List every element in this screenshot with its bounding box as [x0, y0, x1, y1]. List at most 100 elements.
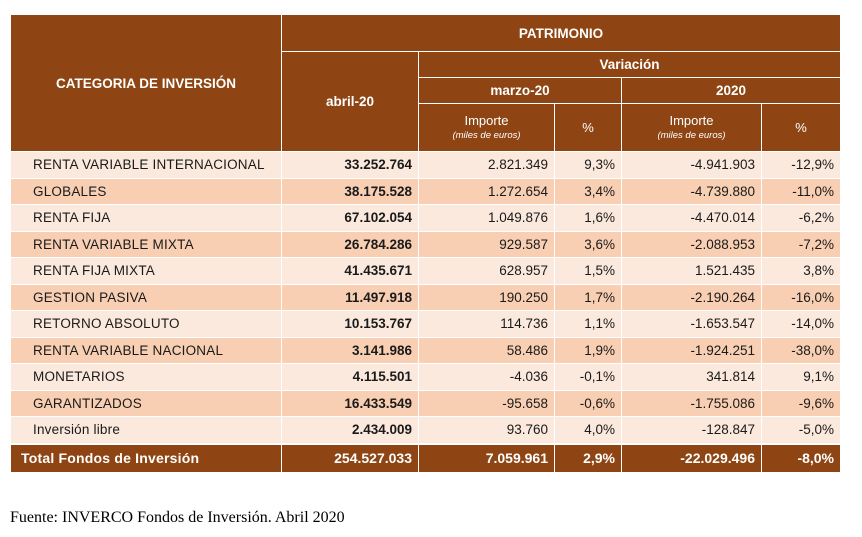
table-row: RENTA FIJA 67.102.054 1.049.876 1,6% -4.470.… — [10, 204, 842, 232]
row-abril: 3.141.986 — [281, 337, 419, 364]
table-row: RENTA VARIABLE NACIONAL 3.141.986 58.486 1,… — [10, 337, 842, 364]
header-importe-label: Importe — [464, 113, 509, 128]
header-period-marzo: marzo-20 — [418, 77, 622, 104]
row-marzo-importe: -95.658 — [418, 390, 555, 417]
total-marzo-pct: 2,9% — [554, 442, 622, 472]
table-row: RENTA VARIABLE MIXTA 26.784.286 929.587 3,6… — [10, 231, 842, 258]
total-2020-pct: -8,0% — [760, 442, 842, 472]
row-marzo-importe: 1.272.654 — [418, 178, 555, 205]
row-marzo-importe: 1.049.876 — [418, 204, 555, 232]
header-month: abril-20 — [281, 51, 419, 152]
row-abril: 41.435.671 — [281, 257, 419, 285]
row-2020-importe: 1.521.435 — [621, 257, 762, 285]
row-marzo-importe: 2.821.349 — [418, 151, 555, 179]
row-abril: 2.434.009 — [281, 416, 419, 444]
table-row: GESTION PASIVA 11.497.918 190.250 1,7% -2.19… — [10, 284, 842, 311]
table-header: CATEGORIA DE INVERSIÓN PATRIMONIO abril-… — [10, 14, 842, 152]
header-variacion: Variación — [417, 51, 842, 78]
row-abril: 26.784.286 — [281, 231, 419, 258]
row-marzo-importe: 628.957 — [418, 257, 555, 285]
row-abril: 11.497.918 — [281, 284, 419, 311]
row-2020-pct: -38,0% — [760, 337, 842, 364]
row-2020-pct: -6,2% — [760, 204, 842, 232]
table-row: RENTA VARIABLE INTERNACIONAL 33.252.764 2.… — [10, 151, 842, 179]
header-importe-label: Importe — [669, 113, 714, 128]
row-category: GLOBALES — [10, 178, 282, 205]
row-marzo-importe: 93.760 — [418, 416, 555, 444]
table-row: GLOBALES 38.175.528 1.272.654 3,4% -4.739.88… — [10, 178, 842, 205]
row-marzo-pct: 1,1% — [554, 310, 622, 338]
row-category: GARANTIZADOS — [10, 390, 282, 417]
row-2020-pct: 9,1% — [760, 363, 842, 391]
header-period-2020: 2020 — [620, 77, 842, 104]
total-abril: 254.527.033 — [281, 442, 419, 472]
investment-funds-table-container: CATEGORIA DE INVERSIÓN PATRIMONIO abril-… — [10, 14, 842, 472]
row-2020-pct: -16,0% — [760, 284, 842, 311]
row-abril: 67.102.054 — [281, 204, 419, 232]
row-2020-pct: -9,6% — [760, 390, 842, 417]
row-marzo-pct: 1,9% — [554, 337, 622, 364]
row-marzo-importe: 114.736 — [418, 310, 555, 338]
row-abril: 38.175.528 — [281, 178, 419, 205]
row-category: RENTA FIJA — [10, 204, 282, 232]
row-marzo-pct: -0,1% — [554, 363, 622, 391]
row-category: RENTA VARIABLE NACIONAL — [10, 337, 282, 364]
row-2020-pct: -7,2% — [760, 231, 842, 258]
row-marzo-pct: 4,0% — [554, 416, 622, 444]
row-marzo-pct: 1,5% — [554, 257, 622, 285]
row-2020-importe: -1.924.251 — [621, 337, 762, 364]
table-body: RENTA VARIABLE INTERNACIONAL 33.252.764 2.… — [10, 151, 842, 444]
table-row: MONETARIOS 4.115.501 -4.036 -0,1% 341.814 9,1… — [10, 363, 842, 391]
total-2020-importe: -22.029.496 — [621, 442, 762, 472]
row-abril: 33.252.764 — [281, 151, 419, 179]
row-2020-importe: -1.653.547 — [621, 310, 762, 338]
row-2020-importe: -2.088.953 — [621, 231, 762, 258]
row-marzo-importe: -4.036 — [418, 363, 555, 391]
source-caption: Fuente: INVERCO Fondos de Inversión. Abr… — [10, 509, 345, 526]
row-marzo-importe: 190.250 — [418, 284, 555, 311]
row-marzo-importe: 58.486 — [418, 337, 555, 364]
header-importe-unit: (miles de euros) — [657, 130, 726, 141]
row-abril: 10.153.767 — [281, 310, 419, 338]
row-2020-importe: -1.755.086 — [621, 390, 762, 417]
header-2020-importe: Importe (miles de euros) — [621, 103, 762, 152]
total-marzo-importe: 7.059.961 — [418, 442, 555, 472]
row-2020-importe: 341.814 — [621, 363, 762, 391]
row-category: RENTA FIJA MIXTA — [10, 257, 282, 285]
header-marzo-pct: % — [554, 103, 622, 152]
row-marzo-pct: 3,4% — [554, 178, 622, 205]
table-row: RENTA FIJA MIXTA 41.435.671 628.957 1,5% 1.5… — [10, 257, 842, 285]
table-row: Inversión libre 2.434.009 93.760 4,0% -128.8… — [10, 416, 842, 444]
row-category: RETORNO ABSOLUTO — [10, 310, 282, 338]
row-2020-pct: -12,9% — [760, 151, 842, 179]
row-2020-importe: -128.847 — [621, 416, 762, 444]
row-2020-importe: -4.941.903 — [621, 151, 762, 179]
row-2020-importe: -2.190.264 — [621, 284, 762, 311]
total-category: Total Fondos de Inversión — [10, 442, 282, 472]
row-abril: 16.433.549 — [281, 390, 419, 417]
header-patrimonio: PATRIMONIO — [280, 14, 842, 52]
total-row: Total Fondos de Inversión 254.527.033 7.… — [10, 442, 842, 472]
row-2020-pct: -14,0% — [760, 310, 842, 338]
table-row: GARANTIZADOS 16.433.549 -95.658 -0,6% -1.755… — [10, 390, 842, 417]
row-marzo-importe: 929.587 — [418, 231, 555, 258]
row-category: GESTION PASIVA — [10, 284, 282, 311]
row-marzo-pct: 1,6% — [554, 204, 622, 232]
row-marzo-pct: 9,3% — [554, 151, 622, 179]
row-2020-importe: -4.470.014 — [621, 204, 762, 232]
row-2020-pct: -11,0% — [760, 178, 842, 205]
table-row: RETORNO ABSOLUTO 10.153.767 114.736 1,1% -1.… — [10, 310, 842, 338]
row-marzo-pct: 1,7% — [554, 284, 622, 311]
row-2020-pct: -5,0% — [760, 416, 842, 444]
header-2020-pct: % — [760, 103, 842, 152]
row-abril: 4.115.501 — [281, 363, 419, 391]
row-category: RENTA VARIABLE MIXTA — [10, 231, 282, 258]
header-marzo-importe: Importe (miles de euros) — [418, 103, 555, 152]
row-marzo-pct: 3,6% — [554, 231, 622, 258]
row-marzo-pct: -0,6% — [554, 390, 622, 417]
row-category: Inversión libre — [10, 416, 282, 444]
row-2020-pct: 3,8% — [760, 257, 842, 285]
header-category: CATEGORIA DE INVERSIÓN — [10, 14, 282, 152]
row-category: MONETARIOS — [10, 363, 282, 391]
investment-funds-table: CATEGORIA DE INVERSIÓN PATRIMONIO abril-… — [10, 14, 842, 472]
